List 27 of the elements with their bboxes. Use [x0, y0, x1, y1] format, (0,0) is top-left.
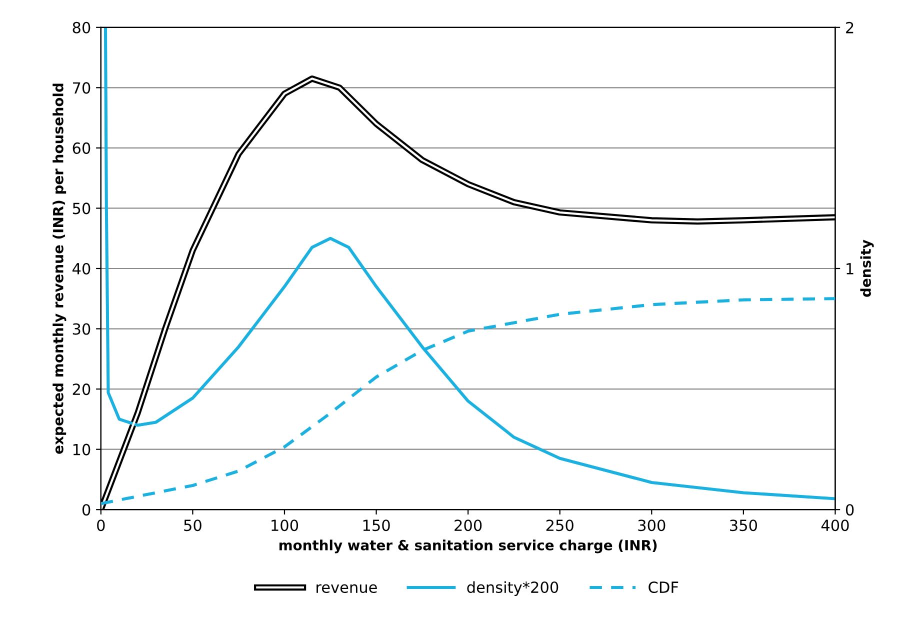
y-axis-title: expected monthly revenue (INR) per household: [52, 84, 66, 454]
x-tick-label: 250: [546, 520, 574, 532]
x-tick-label: 300: [638, 520, 666, 532]
legend-label: CDF: [648, 581, 678, 594]
legend-label: revenue: [316, 584, 377, 594]
y-tick-label: 30: [72, 323, 90, 335]
x-axis-title: monthly water & sanitation service charge (INR): [279, 540, 657, 554]
y-tick-label: 60: [72, 142, 90, 154]
x-tick-label: 50: [184, 520, 202, 532]
x-tick-label: 200: [454, 520, 482, 532]
x-tick-label: 150: [363, 520, 390, 532]
y2-axis-title: density: [860, 240, 874, 297]
x-tick-label: 100: [272, 520, 298, 532]
x-tick-label: 0: [97, 520, 105, 532]
y2-tick-label: 0: [846, 504, 854, 516]
legend-label: density*200: [467, 581, 558, 596]
y-tick-label: 10: [73, 444, 90, 456]
y2-tick-label: 1: [846, 263, 854, 274]
y-tick-label: 80: [72, 22, 90, 34]
y-tick-label: 40: [72, 262, 90, 275]
y2-tick-label: 2: [846, 22, 854, 34]
x-tick-label: 350: [730, 520, 758, 532]
y-tick-label: 20: [72, 384, 90, 396]
x-tick-label: 400: [821, 520, 849, 532]
y-tick-label: 70: [73, 82, 90, 94]
y-tick-label: 0: [82, 504, 90, 516]
y-tick-label: 50: [72, 202, 90, 214]
